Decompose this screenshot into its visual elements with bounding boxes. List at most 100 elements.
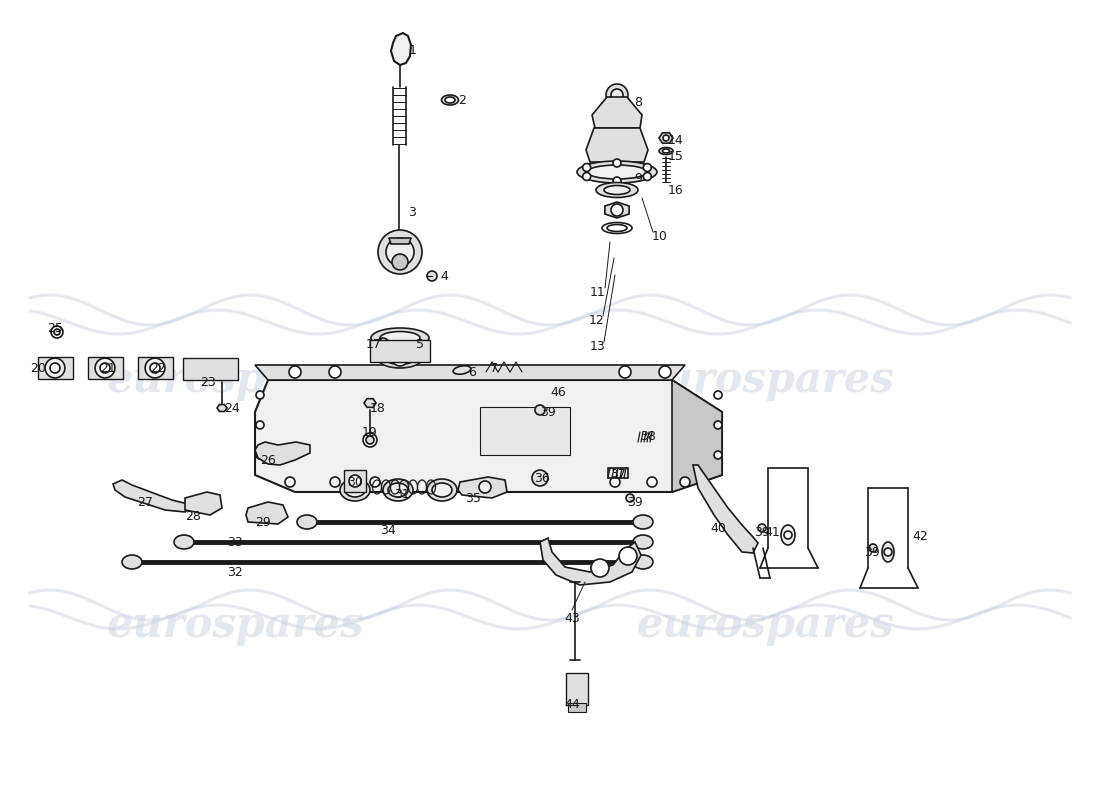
Ellipse shape (432, 483, 452, 497)
Text: 35: 35 (465, 491, 481, 505)
Polygon shape (113, 480, 192, 512)
Bar (138, 357, 173, 379)
Text: 23: 23 (200, 375, 216, 389)
Text: 8: 8 (634, 97, 642, 110)
Circle shape (379, 341, 386, 347)
Text: 3: 3 (408, 206, 416, 218)
Circle shape (619, 366, 631, 378)
Bar (568, 703, 586, 712)
Circle shape (869, 544, 877, 552)
Ellipse shape (95, 358, 114, 378)
Circle shape (50, 363, 60, 373)
Text: 34: 34 (381, 523, 396, 537)
Text: 29: 29 (255, 515, 271, 529)
Text: eurospares: eurospares (636, 604, 894, 646)
Ellipse shape (662, 149, 670, 153)
Polygon shape (389, 238, 411, 244)
Bar (370, 340, 430, 362)
Circle shape (583, 163, 591, 171)
Ellipse shape (453, 366, 471, 374)
Circle shape (392, 254, 408, 270)
Text: 11: 11 (590, 286, 606, 299)
Polygon shape (659, 133, 673, 143)
Bar (344, 470, 366, 492)
Bar (88, 357, 123, 379)
Polygon shape (217, 405, 227, 411)
Ellipse shape (632, 515, 653, 529)
Circle shape (285, 477, 295, 487)
Ellipse shape (781, 525, 795, 545)
Circle shape (392, 350, 408, 366)
Ellipse shape (441, 95, 459, 105)
Circle shape (680, 477, 690, 487)
Text: eurospares: eurospares (107, 359, 364, 401)
Polygon shape (255, 442, 310, 465)
Ellipse shape (446, 97, 455, 103)
Circle shape (256, 391, 264, 399)
Text: 10: 10 (652, 230, 668, 243)
Text: 1: 1 (409, 43, 417, 57)
Circle shape (330, 477, 340, 487)
Circle shape (366, 436, 374, 444)
Circle shape (610, 204, 623, 216)
Text: 26: 26 (260, 454, 276, 466)
Text: 17: 17 (366, 338, 382, 351)
Ellipse shape (371, 328, 429, 348)
Circle shape (714, 421, 722, 429)
Text: 12: 12 (590, 314, 605, 326)
Text: 2: 2 (458, 94, 466, 106)
Circle shape (583, 173, 591, 181)
Text: 27: 27 (138, 495, 153, 509)
Text: 42: 42 (912, 530, 928, 543)
Polygon shape (246, 502, 288, 524)
Circle shape (626, 494, 634, 502)
Text: 9: 9 (634, 171, 642, 185)
Circle shape (663, 135, 669, 141)
Bar (183, 358, 238, 380)
Circle shape (370, 477, 379, 487)
Bar (608, 468, 628, 478)
Text: 31: 31 (394, 487, 410, 501)
Ellipse shape (882, 542, 894, 562)
Circle shape (714, 391, 722, 399)
Circle shape (659, 366, 671, 378)
Ellipse shape (632, 555, 653, 569)
Ellipse shape (385, 351, 415, 365)
Ellipse shape (345, 483, 365, 497)
Circle shape (619, 547, 637, 565)
Text: 13: 13 (590, 341, 606, 354)
Text: 14: 14 (668, 134, 684, 146)
Polygon shape (540, 538, 641, 585)
Text: 20: 20 (30, 362, 46, 374)
Circle shape (150, 363, 160, 373)
Text: 4: 4 (440, 270, 448, 283)
Circle shape (613, 159, 621, 167)
Ellipse shape (379, 331, 420, 345)
Ellipse shape (383, 479, 412, 501)
Ellipse shape (596, 182, 638, 198)
Text: 21: 21 (100, 362, 116, 374)
Text: eurospares: eurospares (107, 604, 364, 646)
Ellipse shape (145, 358, 165, 378)
Circle shape (591, 559, 609, 577)
Ellipse shape (340, 479, 370, 501)
Polygon shape (390, 33, 411, 65)
Circle shape (329, 366, 341, 378)
Ellipse shape (632, 535, 653, 549)
Circle shape (289, 366, 301, 378)
Text: 43: 43 (564, 611, 580, 625)
Ellipse shape (604, 186, 630, 194)
Text: 6: 6 (469, 366, 476, 379)
Text: 5: 5 (416, 338, 424, 351)
Circle shape (256, 421, 264, 429)
Text: 7: 7 (490, 362, 498, 374)
Text: 39: 39 (627, 495, 642, 509)
Text: 39: 39 (865, 546, 880, 558)
Ellipse shape (659, 147, 673, 154)
Text: 40: 40 (711, 522, 726, 534)
Bar (566, 673, 588, 705)
Circle shape (386, 238, 414, 266)
Circle shape (54, 329, 60, 335)
Polygon shape (364, 398, 376, 407)
Text: 33: 33 (227, 535, 243, 549)
